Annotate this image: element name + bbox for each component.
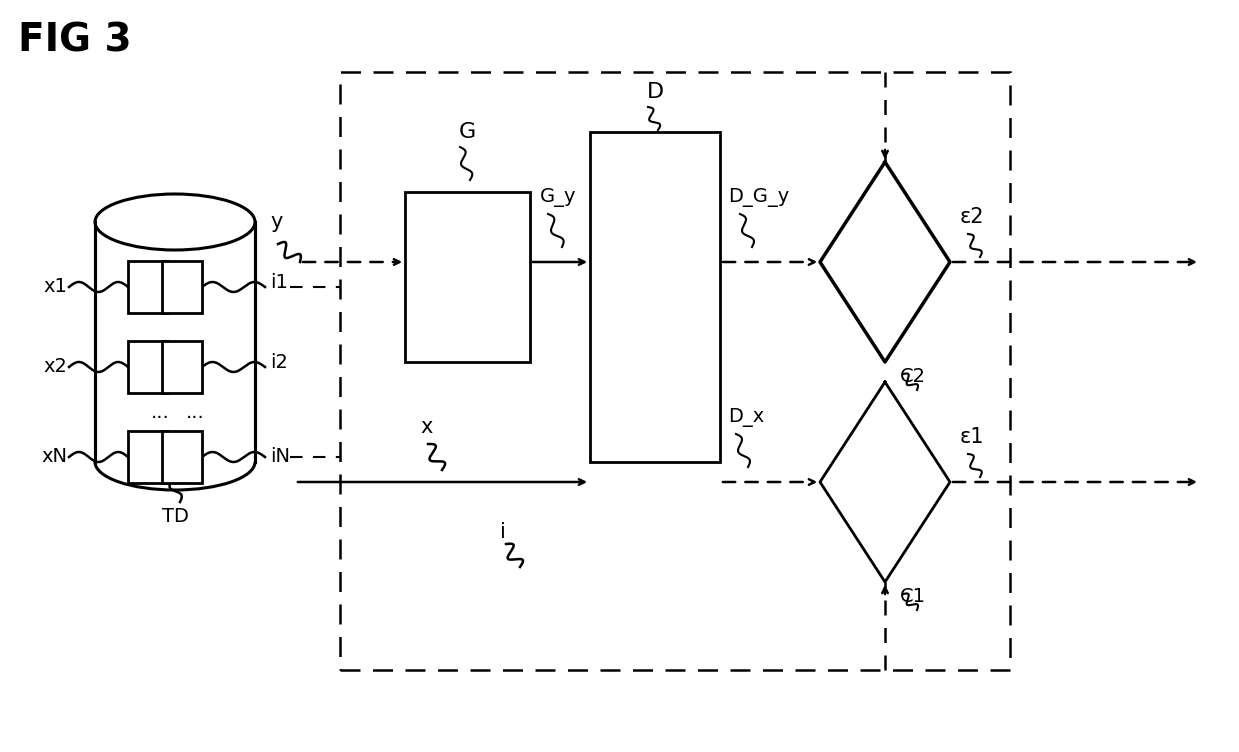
Text: x2: x2 <box>43 357 67 377</box>
Text: iN: iN <box>270 447 290 466</box>
Bar <box>405 192 530 362</box>
Text: ε2: ε2 <box>960 207 985 227</box>
Bar <box>339 72 1010 670</box>
Text: ε1: ε1 <box>960 427 985 447</box>
Text: y: y <box>270 212 282 232</box>
Text: xN: xN <box>41 447 67 466</box>
Text: TD: TD <box>161 507 188 526</box>
Text: ...: ... <box>186 402 204 422</box>
Bar <box>128 341 169 393</box>
Text: D: D <box>647 82 664 102</box>
Ellipse shape <box>95 194 255 250</box>
Bar <box>162 261 202 313</box>
Text: ...: ... <box>151 402 170 422</box>
Bar <box>128 261 169 313</box>
Bar <box>128 431 169 483</box>
Text: x1: x1 <box>43 277 67 296</box>
Bar <box>162 341 202 393</box>
Text: G: G <box>458 122 476 142</box>
Text: i: i <box>501 522 506 542</box>
Text: i2: i2 <box>270 353 287 371</box>
Text: G_y: G_y <box>540 188 576 207</box>
Text: D_G_y: D_G_y <box>729 188 789 207</box>
Bar <box>162 431 202 483</box>
Text: x: x <box>420 417 432 437</box>
Text: C1: C1 <box>900 587 926 606</box>
Text: FIG 3: FIG 3 <box>19 22 131 60</box>
Text: C2: C2 <box>900 367 926 386</box>
Bar <box>590 132 720 462</box>
Text: D_x: D_x <box>729 408 764 427</box>
Text: i1: i1 <box>270 272 287 292</box>
